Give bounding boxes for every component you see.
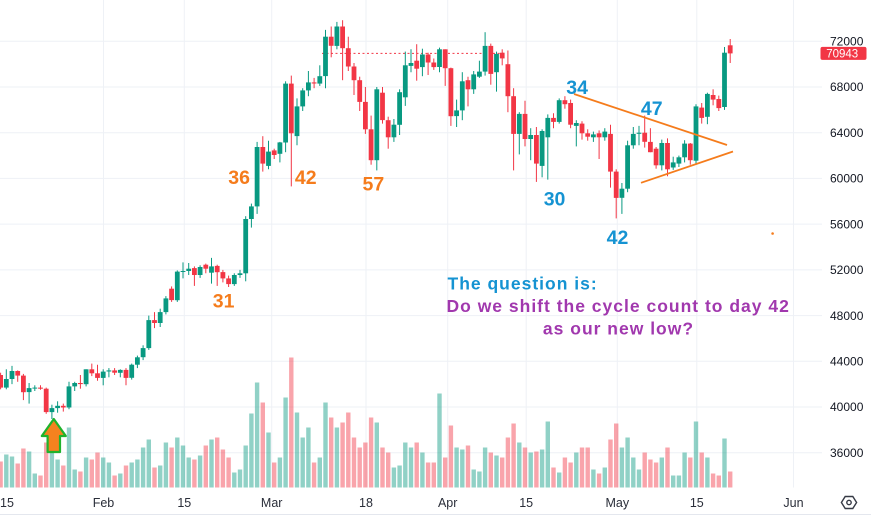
svg-text:72000: 72000 — [830, 35, 864, 49]
svg-text:57: 57 — [363, 173, 385, 195]
svg-text:May: May — [605, 496, 629, 510]
svg-text:30: 30 — [544, 189, 566, 211]
svg-text:34: 34 — [566, 77, 588, 99]
svg-text:31: 31 — [213, 291, 235, 313]
svg-text:Jun: Jun — [783, 496, 803, 510]
svg-text:68000: 68000 — [830, 80, 864, 94]
svg-text:Feb: Feb — [93, 496, 115, 510]
svg-text:15: 15 — [690, 496, 704, 510]
svg-text:The question is:: The question is: — [448, 274, 598, 294]
svg-text:15: 15 — [0, 496, 14, 510]
svg-text:56000: 56000 — [830, 217, 864, 231]
svg-text:64000: 64000 — [830, 126, 864, 140]
svg-text:42: 42 — [607, 227, 629, 249]
svg-text:15: 15 — [519, 496, 533, 510]
svg-text:40000: 40000 — [830, 400, 864, 414]
svg-text:Do we shift the cycle count to: Do we shift the cycle count to day 42 — [447, 296, 790, 316]
svg-text:15: 15 — [177, 496, 191, 510]
svg-text:47: 47 — [641, 98, 663, 120]
svg-text:18: 18 — [359, 496, 373, 510]
svg-text:70943: 70943 — [826, 49, 858, 61]
svg-text:48000: 48000 — [830, 309, 864, 323]
svg-text:Apr: Apr — [438, 496, 457, 510]
svg-text:44000: 44000 — [830, 355, 864, 369]
svg-text:36000: 36000 — [830, 446, 864, 460]
svg-text:as our new low?: as our new low? — [543, 318, 694, 338]
svg-text:42: 42 — [295, 167, 317, 189]
svg-text:52000: 52000 — [830, 263, 864, 277]
svg-text:36: 36 — [228, 167, 250, 189]
svg-text:60000: 60000 — [830, 172, 864, 186]
svg-text:Mar: Mar — [261, 496, 283, 510]
